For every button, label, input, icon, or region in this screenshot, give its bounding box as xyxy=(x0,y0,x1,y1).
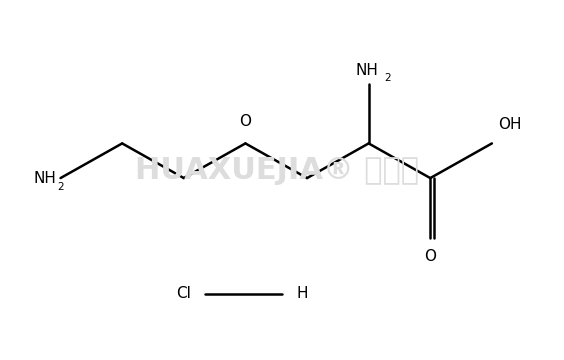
Text: NH: NH xyxy=(34,171,57,185)
Text: OH: OH xyxy=(497,117,521,132)
Text: HUAXUEJIA® 化学加: HUAXUEJIA® 化学加 xyxy=(135,156,419,185)
Text: H: H xyxy=(297,286,308,301)
Text: 2: 2 xyxy=(58,182,64,192)
Text: O: O xyxy=(424,249,437,264)
Text: 2: 2 xyxy=(385,73,391,83)
Text: NH: NH xyxy=(355,63,378,78)
Text: Cl: Cl xyxy=(175,286,191,301)
Text: O: O xyxy=(239,114,252,129)
